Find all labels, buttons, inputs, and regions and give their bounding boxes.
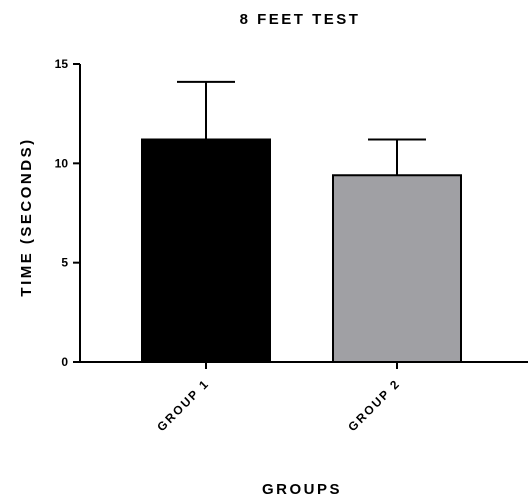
- error-bars-layer: [177, 80, 426, 176]
- y-tick-label: 10: [55, 156, 69, 170]
- bar-1: [141, 138, 271, 363]
- chart-title: 8 FEET TEST: [240, 11, 361, 28]
- x-tick-label: GROUP 1: [154, 376, 212, 434]
- bar-2: [332, 174, 462, 363]
- y-tick-label: 5: [61, 256, 68, 270]
- bars-layer: [141, 138, 462, 363]
- y-axis-label: TIME (SECONDS): [18, 137, 35, 296]
- y-tick-label: 15: [55, 57, 69, 71]
- x-tick-label: GROUP 2: [345, 376, 403, 434]
- y-ticks-layer: 0 5 10 15: [55, 57, 80, 369]
- x-axis-label: GROUPS: [262, 481, 342, 498]
- x-ticks-layer: GROUP 1 GROUP 2: [154, 362, 403, 434]
- y-tick-label: 0: [61, 355, 68, 369]
